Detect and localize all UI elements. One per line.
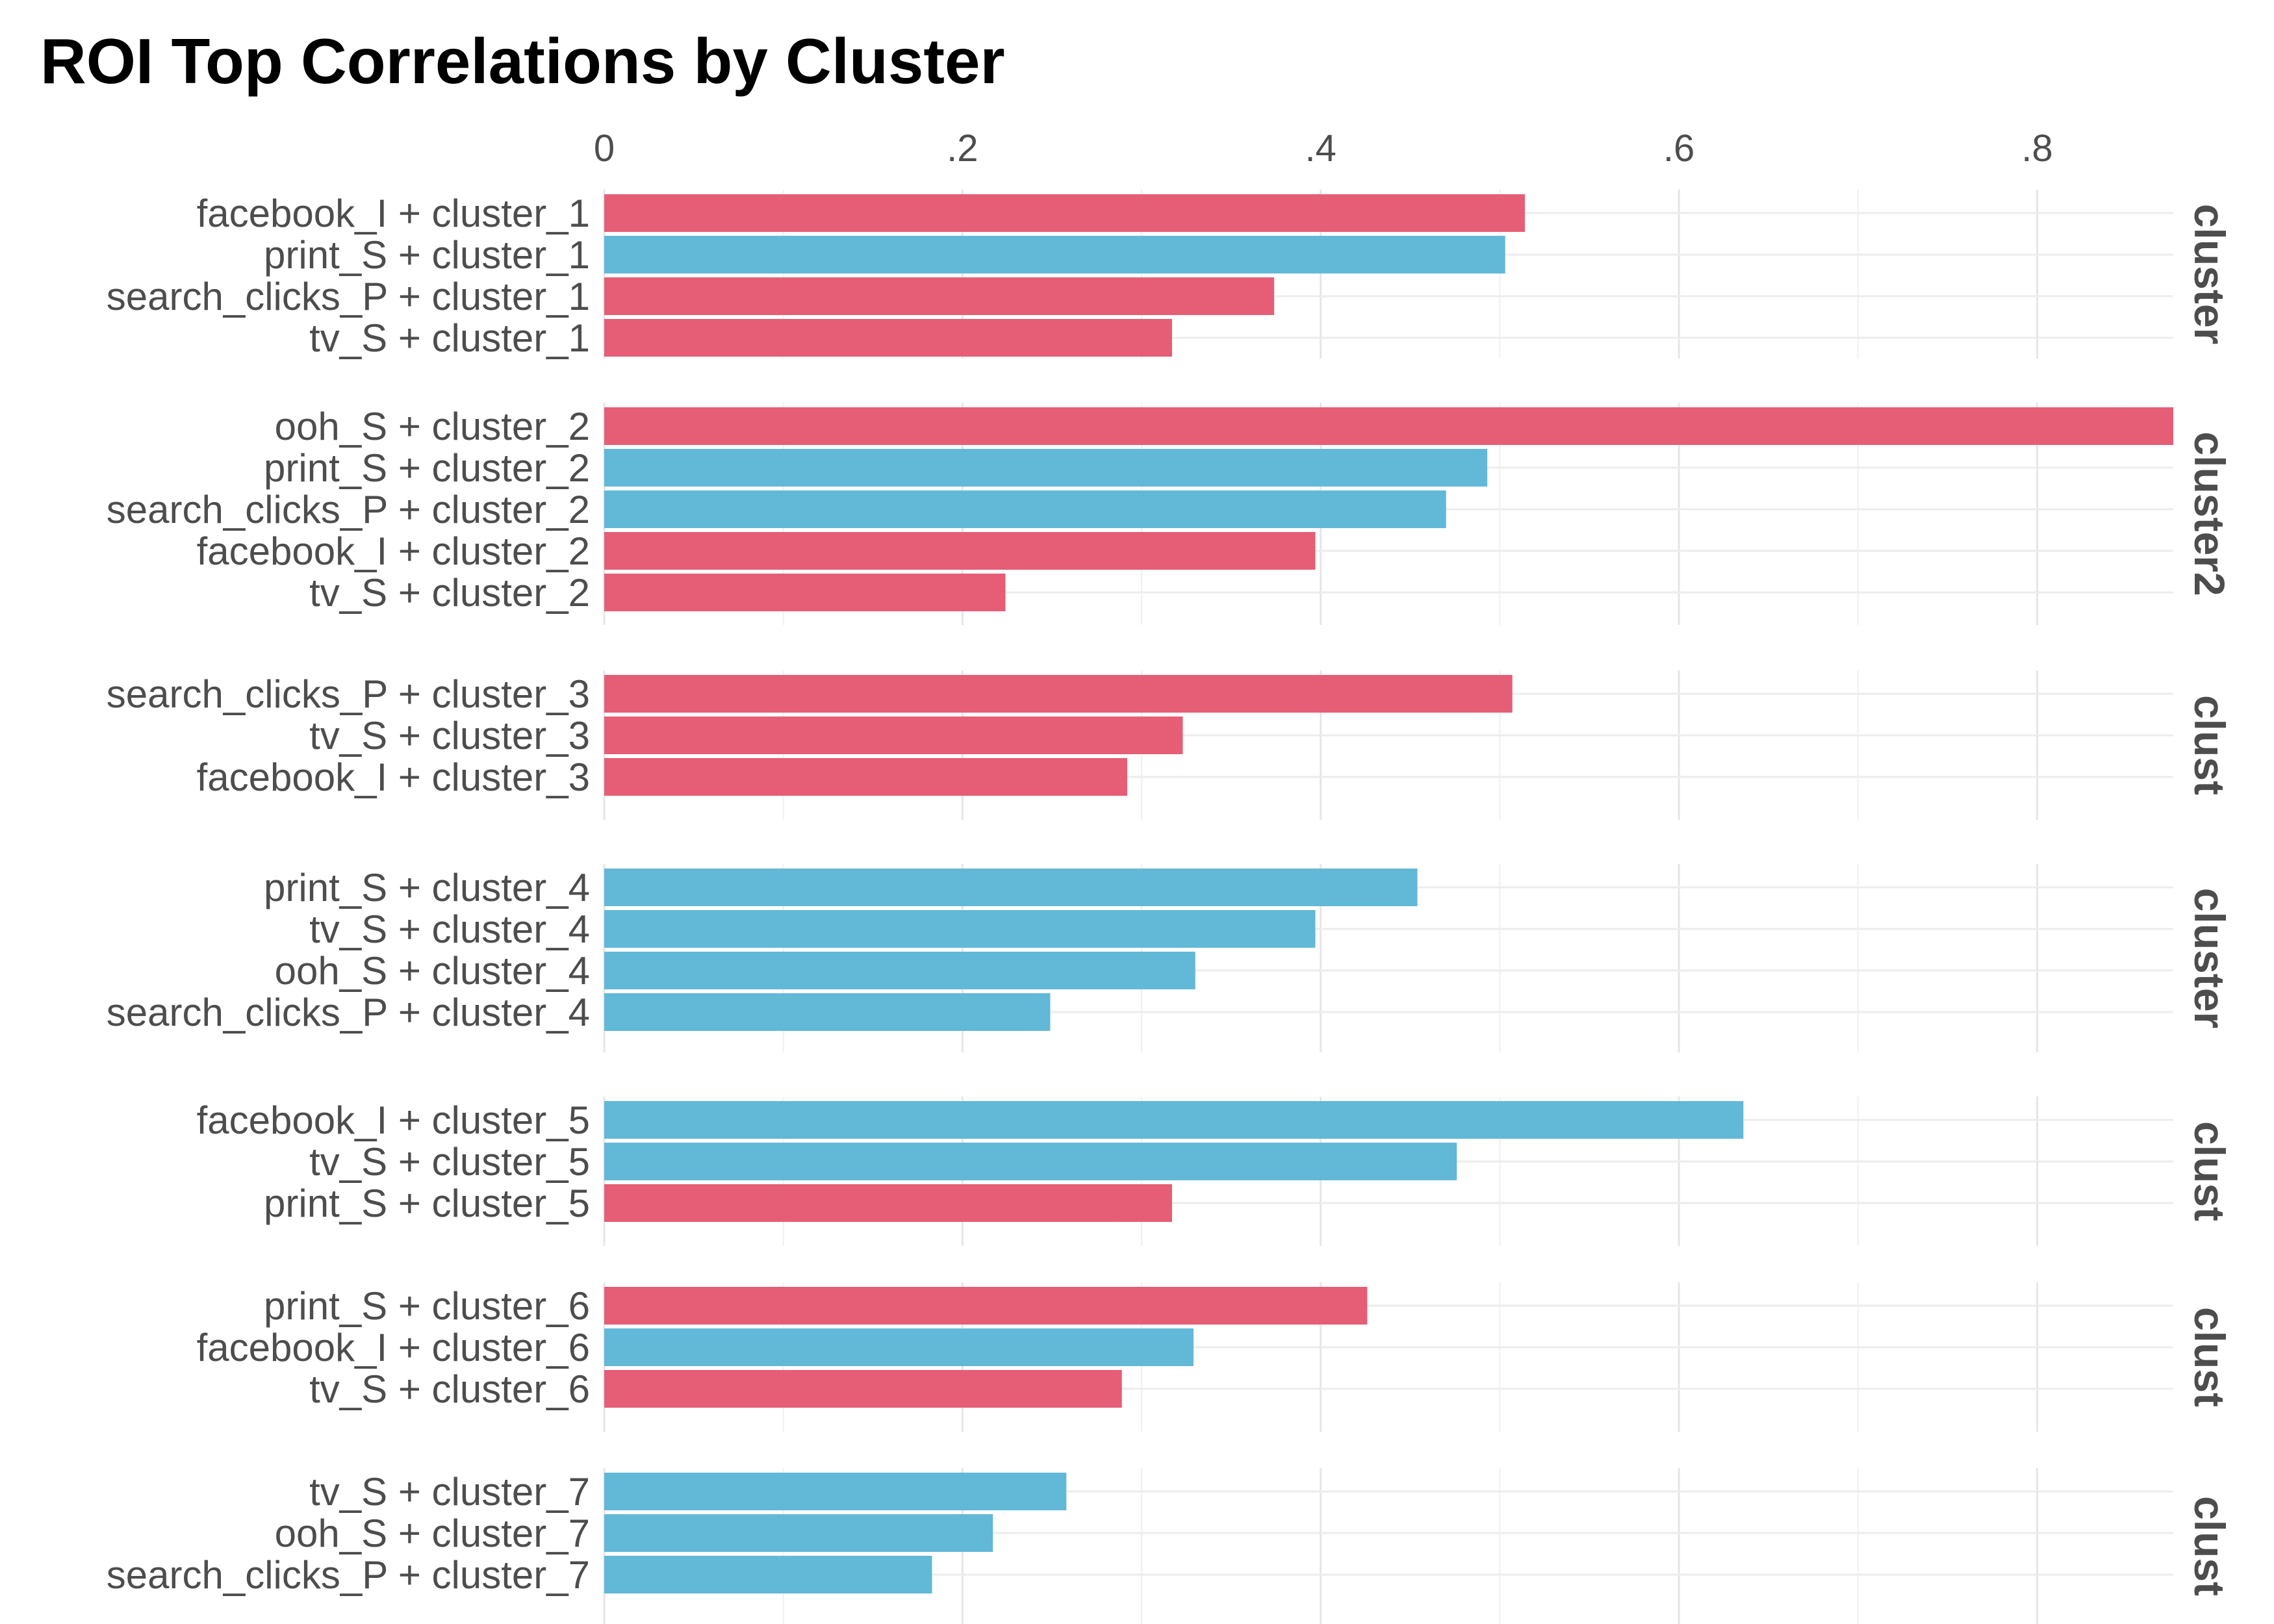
chart-title: ROI Top Correlations by Cluster (40, 25, 1005, 97)
y-tick-label: tv_S + cluster_5 (309, 1140, 590, 1184)
y-tick-label: search_clicks_P + cluster_1 (107, 275, 590, 318)
x-axis-ticks: 0 .2 .4 .6 .8 (594, 127, 2053, 170)
bar-value-label: -.289 (1034, 1371, 1114, 1410)
bar-value-label: -.374 (1186, 278, 1266, 317)
facet-strip-label: cluster2 (2186, 431, 2234, 596)
bar (604, 869, 1418, 906)
bar (604, 675, 1513, 713)
y-tick-label: search_clicks_P + cluster_2 (107, 488, 590, 531)
facet-strip-label: cluster (2186, 888, 2234, 1028)
bar (604, 194, 1526, 232)
bar-value-label: .493 (1411, 450, 1479, 488)
y-tick-label: print_S + cluster_2 (264, 446, 590, 490)
facet-strip-label: clust (2186, 695, 2234, 795)
bar (604, 717, 1183, 754)
bar-value-label: .249 (974, 994, 1042, 1033)
bar-value-label: -.514 (1437, 195, 1517, 234)
y-tick-label: facebook_I + cluster_1 (197, 192, 590, 235)
bar-value-label: .329 (1118, 1329, 1186, 1368)
bar (604, 1287, 1368, 1325)
bar (604, 1328, 1194, 1366)
y-tick-label: facebook_I + cluster_3 (197, 755, 590, 799)
y-tick-label: facebook_I + cluster_2 (197, 529, 590, 573)
y-tick-label: search_clicks_P + cluster_3 (107, 672, 590, 716)
y-tick-label: tv_S + cluster_4 (309, 907, 590, 951)
y-tick-label: print_S + cluster_6 (264, 1284, 590, 1328)
y-tick-label: tv_S + cluster_1 (309, 316, 590, 360)
y-tick-label: print_S + cluster_1 (264, 233, 590, 277)
facet-strip-label: clust (2186, 1496, 2234, 1596)
bar (604, 1143, 1457, 1180)
bar-value-label: -.426 (1279, 1288, 1359, 1326)
bar (604, 910, 1316, 948)
y-tick-label: ooh_S + cluster_4 (275, 949, 590, 993)
y-tick-label: facebook_I + cluster_5 (197, 1098, 590, 1142)
bar (604, 277, 1275, 315)
bar-value-label: -.876 (2086, 408, 2165, 447)
y-tick-label: tv_S + cluster_7 (309, 1470, 590, 1514)
bars: -.514 facebook_I + cluster_1 .503 print_S +… (107, 192, 2173, 1597)
y-tick-label: ooh_S + cluster_7 (275, 1512, 590, 1555)
bar-value-label: .258 (990, 1473, 1058, 1512)
facet-strip-label: cluster (2186, 204, 2234, 344)
y-tick-label: facebook_I + cluster_6 (197, 1326, 590, 1369)
bar-value-label: .476 (1381, 1143, 1449, 1182)
bar (604, 574, 1006, 611)
bar-value-label: .47 (1390, 491, 1438, 530)
bar-value-label: -.317 (1084, 320, 1164, 359)
bar-value-label: -.292 (1040, 759, 1119, 798)
y-tick-label: ooh_S + cluster_2 (275, 405, 590, 448)
facet-strips: cluster cluster2 clust cluster clust clust clu… (2186, 204, 2234, 1596)
y-tick-label: tv_S + cluster_2 (309, 571, 590, 615)
bar-value-label: -.323 (1095, 717, 1175, 756)
bar (604, 490, 1446, 528)
facet-strip-label: clust (2186, 1307, 2234, 1407)
x-tick-label: .6 (1663, 127, 1694, 170)
bar-value-label: -.317 (1084, 1185, 1164, 1224)
bar (604, 1556, 932, 1593)
bar (604, 449, 1488, 487)
bar (604, 1370, 1122, 1408)
bar (604, 1184, 1172, 1222)
facet-strip-label: clust (2186, 1121, 2234, 1221)
bar-value-label: .397 (1239, 911, 1307, 950)
bar (604, 1101, 1744, 1139)
bar-value-label: .33 (1139, 952, 1188, 991)
bar-value-label: .503 (1429, 236, 1498, 275)
bar-value-label: -.507 (1425, 676, 1505, 715)
bar-value-label: -.397 (1227, 533, 1307, 572)
bar-value-label: .636 (1667, 1102, 1735, 1141)
x-tick-label: .8 (2021, 127, 2052, 170)
x-tick-label: .2 (947, 127, 978, 170)
bar (604, 319, 1172, 357)
bar (604, 993, 1051, 1031)
bar-value-label: -.224 (917, 574, 997, 613)
bar-value-label: .217 (917, 1515, 985, 1554)
y-tick-label: search_clicks_P + cluster_4 (107, 991, 590, 1034)
bar-value-label: .183 (856, 1556, 924, 1595)
y-tick-label: print_S + cluster_4 (264, 866, 590, 909)
bar (604, 758, 1127, 796)
bar (604, 1473, 1067, 1510)
bar (604, 1514, 993, 1552)
y-tick-label: search_clicks_P + cluster_7 (107, 1553, 590, 1597)
bar (604, 236, 1505, 273)
bar (604, 952, 1195, 989)
y-tick-label: print_S + cluster_5 (264, 1182, 590, 1225)
y-tick-label: tv_S + cluster_6 (309, 1367, 590, 1411)
x-tick-label: .4 (1305, 127, 1336, 170)
bar-value-label: .454 (1342, 869, 1410, 908)
bar (604, 407, 2173, 445)
x-tick-label: 0 (594, 127, 615, 170)
bar (604, 532, 1316, 570)
y-tick-label: tv_S + cluster_3 (309, 714, 590, 757)
